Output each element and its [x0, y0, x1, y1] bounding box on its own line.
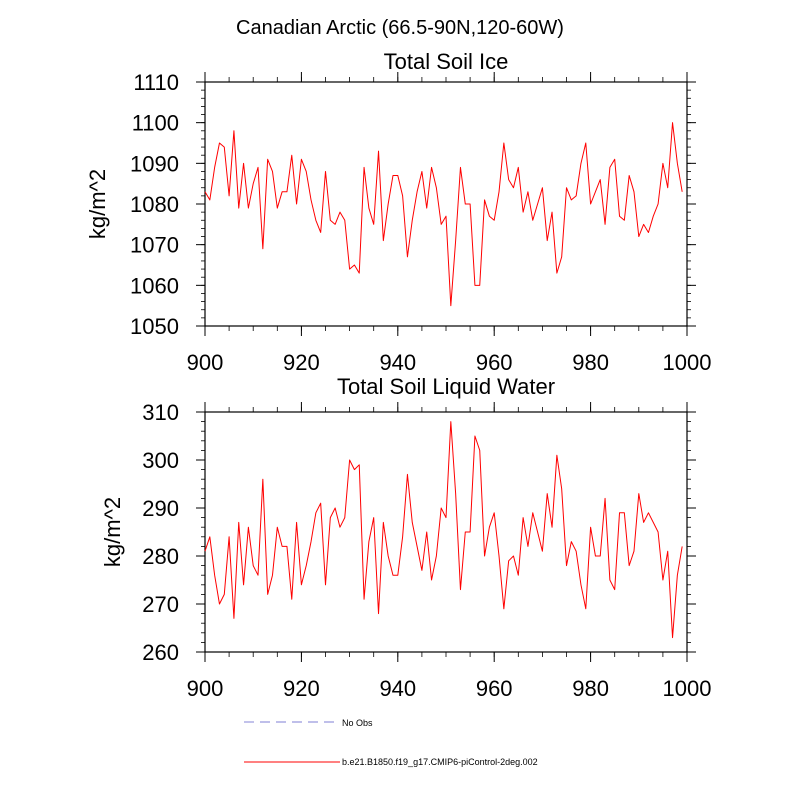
x-tick-label: 920: [283, 676, 320, 701]
y-axis-label: kg/m^2: [100, 497, 125, 567]
x-tick-label: 960: [476, 350, 513, 375]
x-tick-label: 940: [379, 676, 416, 701]
legend-label-no-obs: No Obs: [342, 718, 373, 728]
y-tick-label: 290: [142, 496, 179, 521]
series-line-0: [204, 421, 683, 639]
y-tick-label: 1100: [132, 111, 179, 136]
figure-title: Canadian Arctic (66.5-90N,120-60W): [236, 17, 564, 39]
y-tick-label: 1070: [130, 233, 179, 258]
panel-title: Total Soil Liquid Water: [337, 374, 555, 399]
x-tick-label: 1000: [663, 350, 712, 375]
panel-title: Total Soil Ice: [384, 49, 509, 74]
panel-total-soil-liquid-water: Total Soil Liquid Water 260 270 280 290 300 31…: [100, 374, 711, 701]
y-tick-label: 280: [142, 544, 179, 569]
y-tick-label: 1110: [133, 70, 179, 95]
y-tick-label: 260: [142, 640, 179, 665]
x-tick-label: 980: [572, 676, 609, 701]
x-tick-label: 960: [476, 676, 513, 701]
y-tick-label: 310: [142, 400, 179, 425]
x-tick-label: 1000: [663, 676, 712, 701]
y-tick-label: 1060: [130, 273, 179, 298]
y-tick-label: 1080: [130, 192, 179, 217]
x-tick-label: 940: [379, 350, 416, 375]
legend: No Obs b.e21.B1850.f19_g17.CMIP6-piContr…: [244, 718, 538, 767]
y-axis-label: kg/m^2: [85, 169, 110, 239]
plot-frame: [204, 81, 688, 327]
x-tick-label: 900: [187, 676, 224, 701]
y-tick-label: 300: [142, 448, 179, 473]
series-line-0: [204, 122, 683, 307]
legend-label-model: b.e21.B1850.f19_g17.CMIP6-piControl-2deg…: [342, 757, 538, 767]
y-tick-label: 1090: [130, 151, 179, 176]
y-tick-label: 1050: [130, 314, 179, 339]
x-tick-label: 920: [283, 350, 320, 375]
x-tick-label: 900: [187, 350, 224, 375]
x-tick-label: 980: [572, 350, 609, 375]
panel-total-soil-ice: Total Soil Ice 1050 1060 1070 1080 1090 1100 11…: [85, 49, 711, 375]
y-tick-label: 270: [142, 592, 179, 617]
